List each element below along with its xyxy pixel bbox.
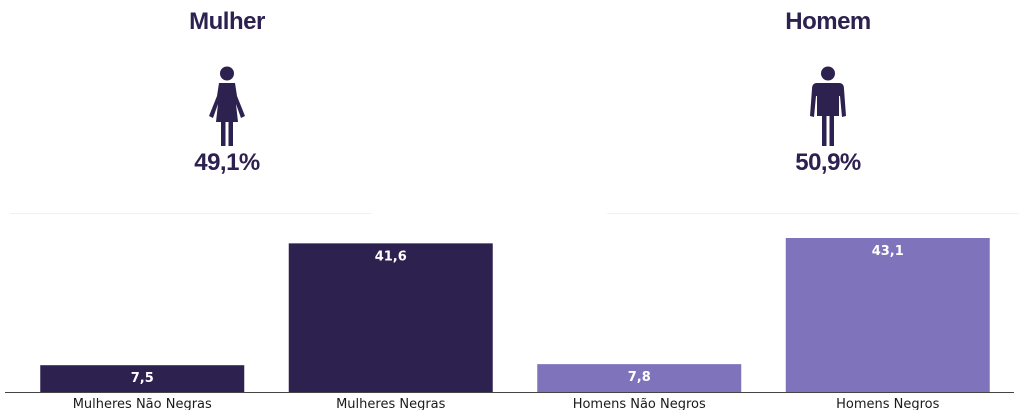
bar-1: [40, 365, 245, 392]
bar-value-label-2: 41,6: [375, 249, 407, 264]
men-percent: 50,9%: [795, 149, 861, 176]
bar-3: [537, 364, 742, 392]
category-label-2: Mulheres Negras: [336, 397, 446, 410]
category-label-4: Homens Negros: [836, 397, 940, 410]
women-percent: 49,1%: [194, 149, 260, 176]
women-title: Mulher: [189, 8, 265, 35]
divider-right: [607, 213, 1019, 214]
bar-2: [288, 243, 493, 392]
category-label-3: Homens Não Negros: [573, 397, 706, 410]
bar-value-label-1: 7,5: [131, 371, 154, 386]
bar-value-label-4: 43,1: [872, 244, 904, 259]
divider-left: [10, 213, 372, 214]
bar-value-label-3: 7,8: [628, 370, 651, 385]
men-title: Homem: [785, 8, 871, 35]
bar-4: [785, 238, 990, 392]
category-label-1: Mulheres Não Negras: [73, 397, 212, 410]
man-icon: [810, 66, 846, 146]
woman-icon: [209, 66, 245, 146]
